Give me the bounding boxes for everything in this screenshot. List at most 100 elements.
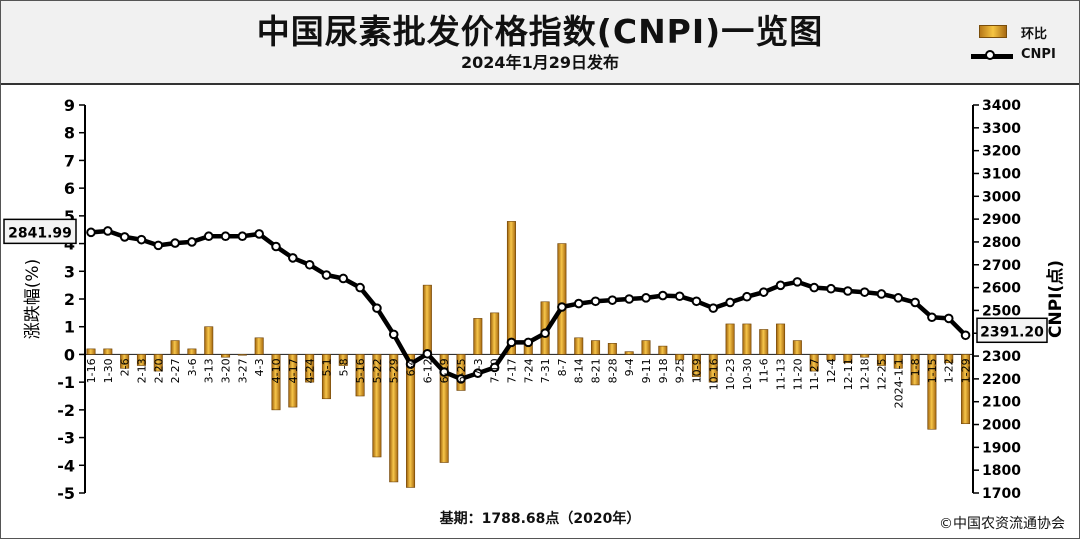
right-tick-label: 2100	[982, 395, 1021, 411]
cnpi-point-12-11	[843, 286, 853, 296]
bar-2024-1-1	[893, 354, 903, 369]
x-tick-label: 8-28	[606, 358, 619, 383]
cnpi-point-3-6	[187, 237, 197, 247]
x-tick-label: 10-16	[707, 358, 720, 390]
legend-line-label: CNPI	[1021, 47, 1056, 62]
x-tick-label: 12-18	[859, 358, 872, 390]
bar-12-18	[860, 354, 870, 358]
x-tick-label: 7-24	[522, 358, 535, 383]
x-tick-label: 8-21	[590, 358, 603, 383]
bar-12-4	[826, 354, 836, 361]
cnpi-point-2-20	[153, 240, 164, 251]
bar-2-27	[170, 340, 180, 355]
cnpi-point-5-22	[372, 303, 382, 313]
cnpi-point-10-9	[691, 296, 702, 307]
bar-7-10	[490, 312, 500, 355]
x-tick-label: 9-25	[674, 358, 687, 383]
x-tick-label: 2-6	[119, 358, 132, 376]
x-tick-label: 1-8	[909, 358, 922, 376]
bar-2-13	[136, 354, 146, 366]
x-tick-label: 4-17	[287, 358, 300, 383]
copyright-note: ©中国农资流通协会	[939, 516, 1065, 532]
right-tick-label: 2000	[982, 418, 1021, 434]
cnpi-point-1-16	[86, 227, 96, 238]
bar-6-25	[456, 354, 466, 391]
legend-item-bar: 环比	[969, 23, 1077, 42]
bar-1-30	[103, 348, 113, 355]
legend-item-line: CNPI	[969, 47, 1077, 65]
cnpi-point-4-17	[288, 253, 298, 263]
left-tick-label: -2	[57, 401, 75, 420]
bar-3-20	[221, 354, 231, 358]
x-tick-label: 12-4	[825, 358, 838, 383]
bar-9-11	[641, 340, 651, 355]
cnpi-point-1-30	[103, 226, 113, 236]
left-tick-label: -5	[57, 484, 75, 503]
cnpi-point-2-13	[136, 234, 147, 245]
bar-5-29	[389, 354, 399, 483]
cnpi-point-12-4	[826, 283, 836, 294]
bar-1-29	[961, 354, 971, 425]
right-tick-label: 3300	[982, 121, 1021, 137]
cnpi-point-1-8	[910, 297, 920, 308]
x-tick-label: 8-7	[556, 358, 569, 376]
cnpi-point-5-1	[321, 270, 332, 280]
x-tick-label: 9-4	[623, 358, 636, 376]
left-tick-label: 6	[64, 179, 75, 198]
x-tick-label: 1-15	[926, 358, 939, 383]
left-tick-label: -3	[57, 429, 75, 448]
chart-title: 中国尿素批发价格指数(CNPI)一览图	[256, 12, 824, 51]
x-tick-label: 5-1	[320, 358, 333, 376]
bar-1-8	[910, 354, 920, 386]
left-tick-label: 7	[64, 151, 75, 170]
bar-8-21	[591, 340, 601, 355]
bar-1-16	[86, 348, 96, 355]
bar-12-11	[843, 354, 853, 364]
x-tick-label: 5-22	[371, 358, 384, 383]
first-value-label: 2841.99	[8, 225, 72, 241]
bar-5-16	[355, 354, 365, 397]
bar-6-12	[422, 284, 432, 355]
x-tick-label: 2-20	[152, 358, 165, 383]
cnpi-point-6-12	[422, 348, 433, 359]
cnpi-point-9-18	[658, 290, 668, 301]
right-tick-label: 3100	[982, 166, 1021, 182]
x-tick-label: 7-31	[539, 358, 552, 383]
cnpi-point-1-15	[927, 312, 937, 323]
y-axis-right-title: CNPI(点)	[1045, 260, 1066, 338]
bar-3-13	[204, 326, 214, 355]
x-tick-label: 7-17	[505, 358, 518, 383]
cnpi-point-11-20	[792, 277, 803, 287]
bar-10-9	[691, 354, 701, 377]
bar-8-7	[557, 243, 567, 355]
legend-marker-swatch	[985, 50, 995, 60]
x-tick-label: 2024-1-1	[892, 358, 905, 408]
bar-5-22	[372, 354, 382, 458]
cnpi-point-5-29	[388, 329, 399, 340]
cnpi-point-12-25	[876, 289, 887, 299]
cnpi-point-6-19	[439, 367, 449, 377]
bar-7-3	[473, 318, 483, 355]
left-tick-label: 2	[64, 290, 75, 309]
x-tick-label: 7-10	[489, 358, 502, 383]
x-tick-label: 12-11	[842, 358, 855, 390]
right-tick-label: 2200	[982, 372, 1021, 388]
x-tick-label: 2-27	[169, 358, 182, 383]
first-value-box	[3, 218, 77, 245]
cnpi-point-8-7	[557, 302, 567, 312]
bar-8-28	[607, 343, 617, 355]
x-tick-label: 9-18	[657, 358, 670, 383]
bar-9-4	[624, 351, 634, 355]
cnpi-point-1-22	[943, 313, 954, 324]
chart-legend: 环比 CNPI	[969, 21, 1077, 71]
left-tick-label: 1	[64, 318, 75, 337]
cnpi-point-4-24	[304, 259, 315, 270]
cnpi-point-7-10	[489, 362, 500, 373]
bar-10-23	[725, 323, 735, 355]
bar-7-17	[506, 221, 516, 355]
cnpi-point-12-18	[859, 287, 870, 297]
last-value-box	[976, 317, 1048, 344]
cnpi-point-11-6	[758, 287, 769, 297]
x-tick-label: 1-30	[102, 358, 115, 383]
